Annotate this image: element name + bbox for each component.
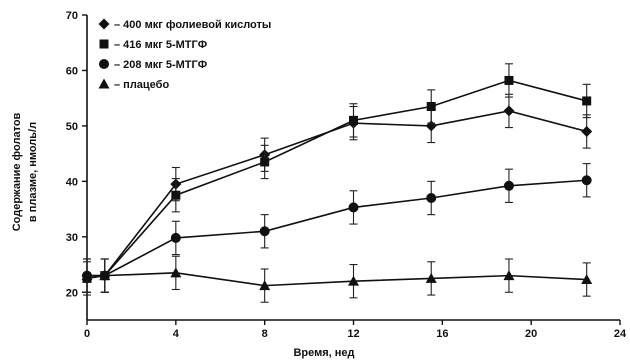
data-point-circle [259, 226, 270, 237]
data-point-square [582, 96, 592, 106]
series-line-square [86, 79, 587, 280]
legend-marker-diamond [98, 18, 110, 30]
series-line-diamond [87, 110, 587, 277]
data-point-circle [426, 193, 437, 203]
data-point-square [349, 115, 358, 125]
data-point-square [171, 190, 181, 200]
data-point-triangle [259, 280, 271, 291]
x-axis-label: Время, нед [293, 347, 354, 359]
data-point-square [426, 102, 436, 111]
x-tick-label-8: 8 [262, 328, 268, 340]
data-point-triangle [503, 270, 515, 281]
data-point-diamond [503, 105, 515, 117]
series-diamond [81, 93, 593, 293]
data-point-triangle [581, 274, 593, 285]
data-point-circle [170, 232, 181, 243]
y-tick-label-30: 30 [66, 232, 78, 244]
y-tick-label-40: 40 [66, 176, 78, 188]
data-point-diamond [581, 125, 593, 137]
legend-marker-square [99, 39, 109, 49]
y-tick-label-60: 60 [66, 65, 78, 77]
legend: – 400 мкг фолиевой кислоты – 416 мкг 5-МТ… [98, 18, 271, 91]
legend-entry-triangle: – плацебо [114, 79, 169, 91]
ticks: 0 4 8 12 16 20 24 20 30 40 50 60 70 [66, 10, 627, 340]
data-point-circle [503, 180, 514, 191]
legend-marker-triangle [98, 78, 110, 89]
data-point-triangle [99, 270, 111, 281]
data-point-triangle [170, 267, 182, 278]
y-tick-label-70: 70 [66, 10, 78, 22]
data-point-square [504, 75, 514, 85]
series-triangle [81, 255, 593, 303]
y-axis-label-line-2: в плазме, нмоль/л [27, 122, 39, 222]
series-square [82, 63, 592, 296]
data-point-circle [348, 202, 359, 213]
series-line-triangle [87, 272, 587, 287]
legend-entry-circle: – 208 мкг 5-МТГФ [114, 59, 207, 71]
x-tick-label-0: 0 [84, 328, 90, 340]
series-line-circle [87, 179, 587, 277]
data-point-square [260, 157, 270, 167]
y-tick-label-50: 50 [66, 121, 78, 133]
x-tick-label-16: 16 [436, 328, 448, 340]
series-layer [81, 63, 593, 303]
data-point-triangle [348, 275, 359, 286]
x-tick-label-12: 12 [347, 328, 359, 340]
x-tick-label-24: 24 [614, 328, 627, 340]
y-tick-label-20: 20 [66, 287, 78, 299]
x-tick-label-4: 4 [173, 328, 180, 340]
data-point-triangle [425, 272, 437, 283]
x-tick-label-20: 20 [525, 328, 537, 340]
data-point-circle [581, 175, 592, 186]
legend-entry-square: – 416 мкг 5-МТГФ [114, 39, 207, 51]
data-point-triangle [81, 270, 93, 281]
y-axis-label-line-1: Содержание фолатов [11, 112, 23, 231]
legend-marker-circle [99, 59, 109, 69]
legend-entry-diamond: – 400 мкг фолиевой кислоты [114, 19, 271, 31]
